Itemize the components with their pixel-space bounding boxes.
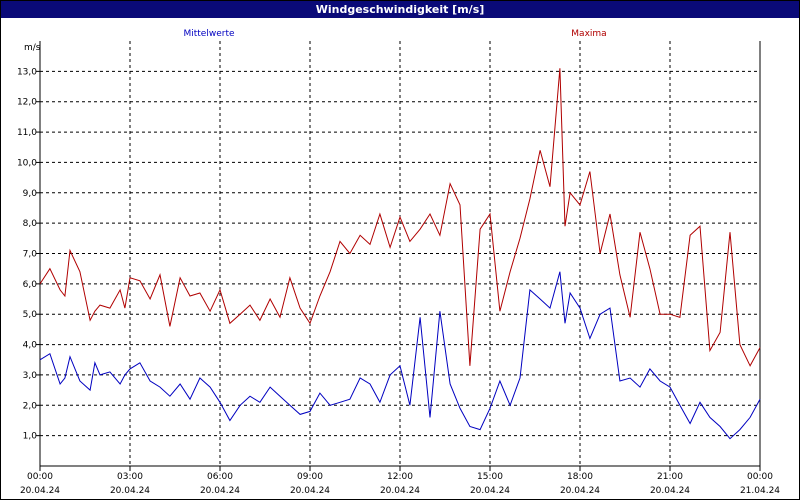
x-tick-time: 03:00 <box>117 472 143 482</box>
x-tick-time: 12:00 <box>387 472 413 482</box>
y-tick-label: 8,0 <box>23 219 38 229</box>
y-tick-label: 11,0 <box>17 128 37 138</box>
y-tick-label: 5,0 <box>23 310 38 320</box>
y-tick-label: 13,0 <box>17 67 37 77</box>
legend-maxima: Maxima <box>571 29 606 39</box>
x-tick-date: 20.04.24 <box>650 486 690 496</box>
grid-lines <box>40 41 760 466</box>
y-tick-label: 12,0 <box>17 98 37 108</box>
x-tick-time: 00:00 <box>747 472 773 482</box>
x-tick-labels: 00:00 20.04.24 03:00 20.04.24 06:00 20.04.24 0… <box>20 472 780 496</box>
series-lines <box>39 68 761 440</box>
x-tick-date: 20.04.24 <box>200 486 240 496</box>
x-tick-time: 09:00 <box>297 472 323 482</box>
x-tick-time: 18:00 <box>567 472 593 482</box>
y-tick-label: 2,0 <box>23 401 38 411</box>
x-tick-date: 20.04.24 <box>560 486 600 496</box>
y-tick-label: 1,0 <box>23 432 38 442</box>
axes <box>36 41 761 471</box>
series-line-maxima <box>39 68 761 367</box>
y-tick-label: 10,0 <box>17 158 37 168</box>
x-tick-date: 20.04.24 <box>470 486 510 496</box>
y-axis-unit-label: m/s <box>24 43 41 53</box>
x-tick-time: 00:00 <box>27 472 53 482</box>
legend-mittelwerte: Mittelwerte <box>183 29 234 39</box>
y-tick-label: 7,0 <box>23 250 38 260</box>
y-tick-label: 4,0 <box>23 341 38 351</box>
x-tick-date: 20.04.24 <box>110 486 150 496</box>
series-line-mittelwerte <box>39 271 761 440</box>
x-tick-date: 21.04.24 <box>740 486 780 496</box>
y-tick-labels: 1,0 2,0 3,0 4,0 5,0 6,0 7,0 8,0 9,0 10,0 11,0 12,0 1… <box>17 67 37 441</box>
x-tick-time: 21:00 <box>657 472 683 482</box>
x-tick-date: 20.04.24 <box>380 486 420 496</box>
x-tick-time: 06:00 <box>207 472 233 482</box>
x-tick-time: 15:00 <box>477 472 503 482</box>
x-tick-date: 20.04.24 <box>20 486 60 496</box>
y-tick-label: 6,0 <box>23 280 38 290</box>
y-tick-label: 9,0 <box>23 189 38 199</box>
chart-title: Windgeschwindigkeit [m/s] <box>1 1 799 18</box>
x-tick-date: 20.04.24 <box>290 486 330 496</box>
y-tick-label: 3,0 <box>23 371 38 381</box>
